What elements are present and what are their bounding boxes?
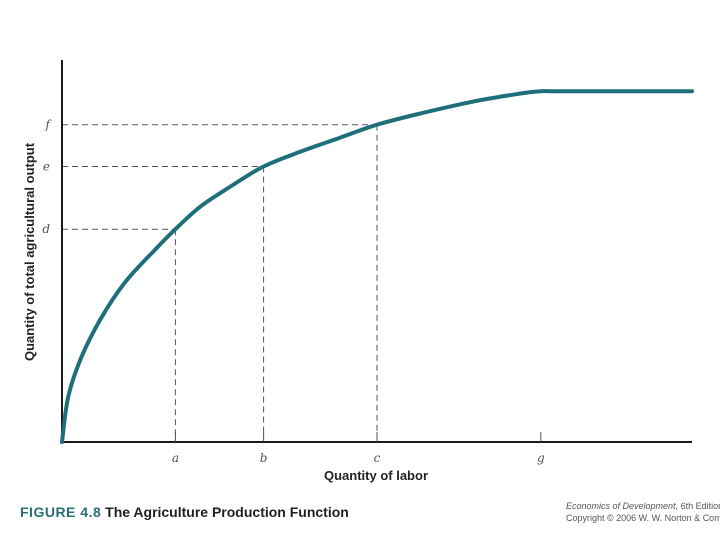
y-tick-label-e: e [43, 160, 50, 174]
credit-book-line: Economics of Development, 6th Edition [566, 500, 720, 512]
x-axis-title: Quantity of labor [324, 468, 428, 483]
x-tick-label-a: a [172, 451, 179, 465]
publisher-credit: Economics of Development, 6th Edition Co… [566, 500, 720, 524]
y-axis-title: Quantity of total agricultural output [22, 142, 37, 361]
x-tick-label-g: g [537, 451, 545, 465]
figure-label: FIGURE 4.8 [20, 504, 102, 520]
production-function-chart: a b c g d e f Quantity of labor Quantity of to… [22, 60, 694, 483]
figure-caption: FIGURE 4.8 The Agriculture Production Fu… [20, 504, 349, 520]
y-tick-label-d: d [42, 222, 50, 236]
credit-book-title: Economics of Development, [566, 501, 679, 511]
credit-copyright: Copyright © 2006 W. W. Norton & Company [566, 513, 720, 523]
production-curve [60, 89, 694, 444]
guide-lines [62, 124, 378, 442]
x-tick-label-b: b [260, 451, 268, 465]
x-tick-label-c: c [374, 451, 381, 465]
figure-title: The Agriculture Production Function [105, 504, 349, 520]
credit-edition: 6th Edition [678, 501, 720, 511]
axis-ticks: a b c g d e f [42, 118, 545, 465]
y-tick-label-f: f [45, 118, 53, 132]
